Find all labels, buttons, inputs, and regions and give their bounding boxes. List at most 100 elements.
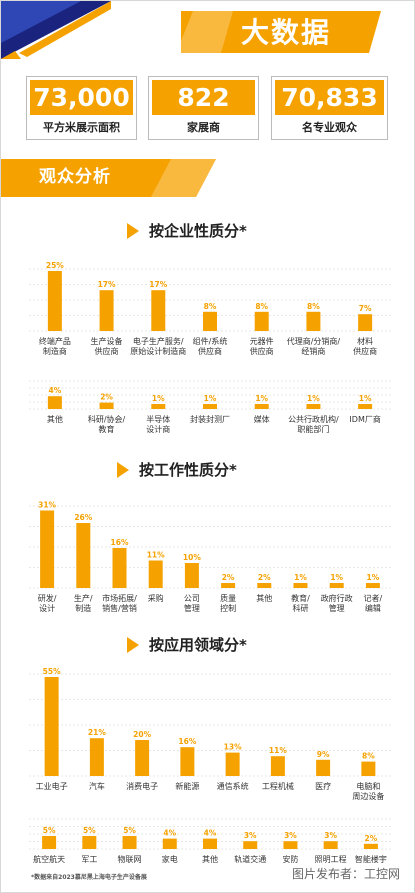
data-label: 3% [284,831,297,840]
category-label: 航空航天 [33,855,66,864]
bar [329,583,344,588]
category-label: 生产/制造 [73,594,93,613]
bar [306,311,321,331]
triangle-icon [127,223,139,239]
data-label: 4% [163,829,176,838]
bar [270,756,285,776]
stat-value: 73,000 [30,80,133,115]
category-label: 科研/协会/教育 [87,415,126,434]
stat-exhibitors: 822 家展商 [148,76,259,140]
data-label: 2% [222,573,235,582]
bar [257,583,272,588]
data-label: 1% [330,573,343,582]
data-label: 1% [307,394,320,403]
footnote: *数据来自2023慕尼黑上海电子生产设备展 [31,874,147,881]
data-label: 3% [244,831,257,840]
bar [254,311,269,331]
chart-svg: 31% 26% 16% 11% 10% 2% 2% 1% 1% 1% [29,501,391,589]
bar [203,311,217,331]
bar [82,836,97,849]
data-label: 16% [111,538,129,547]
bar [323,841,338,849]
category-label: 质量 控制 [220,594,237,613]
stat-value: 822 [152,80,255,115]
data-label: 11% [269,746,287,755]
category-label: 军工 [81,855,98,864]
bar [122,836,137,849]
stat-value: 70,833 [275,80,384,115]
data-label: 8% [362,752,375,761]
section-banner [1,159,216,197]
bar [180,747,195,776]
category-label: 工业电子 [35,782,68,791]
chart-application: 55% 21% 20% 16% 13% 11% 9% 8% 5% 5% 5% 4% 4% 3% 3% 3% 2%… [29,664,391,869]
bar [44,677,59,776]
bar [135,740,150,776]
data-label: 5% [43,826,56,835]
bar [112,548,127,588]
bar [293,583,308,588]
category-label: 组件/系统 供应商 [192,337,228,356]
category-label: 其他 [46,415,63,424]
data-label: 55% [43,667,61,676]
bar [283,841,298,849]
category-label: 采购 [147,594,164,603]
category-label: 消费电子 [126,782,159,791]
data-label: 16% [178,737,196,746]
bar [99,402,114,409]
bar [306,404,321,409]
category-label: 市场拓展/销售/营销 [102,594,137,613]
chart-svg: 25% 17% 17% 8% 8% 8% 7% 4% 2% 1% 1% 1% 1% 1% [29,261,391,410]
category-label: 电脑和 周边设备 [352,782,385,801]
data-label: 8% [204,302,217,311]
category-label: 智能楼宇 [354,855,387,864]
category-label: 生产设备 供应商 [90,337,123,356]
data-label: 17% [98,280,116,289]
bar [363,843,378,849]
chart-job-function: 31% 26% 16% 11% 10% 2% 2% 1% 1% 1% 研发/设计 生产/制造 市场拓展/… [29,496,391,616]
bar [89,738,104,776]
bar [40,510,55,588]
bar [42,836,57,849]
page-title: 大数据 [241,16,332,49]
category-label: 公司 管理 [183,594,200,613]
bar [316,759,331,776]
stat-label: 名专业观众 [302,121,357,134]
data-label: 5% [83,826,96,835]
bar [47,396,62,409]
data-label: 31% [38,501,56,510]
category-label: 教育/科研 [291,594,310,613]
data-label: 8% [255,302,268,311]
category-label: 其他 [201,855,218,864]
category-label: 轨道交通 [234,855,267,864]
chart-company-type: 25% 17% 17% 8% 8% 8% 7% 4% 2% 1% 1% 1% 1% 1% 终端产品 制造商 生产… [29,259,391,449]
category-label: 医疗 [315,782,332,791]
bar [225,752,240,776]
category-label: 半导体 设计商 [146,415,171,434]
data-label: 1% [294,573,307,582]
bar [162,838,177,849]
bar [184,563,199,588]
data-label: 2% [100,393,113,402]
data-label: 21% [88,728,106,737]
category-label: 新能源 [175,782,200,791]
data-label: 1% [255,394,268,403]
data-label: 10% [183,553,201,562]
category-label: 材料 供应商 [353,337,378,356]
category-label: IDM厂商 [349,415,381,424]
bar [358,404,373,409]
stat-label: 家展商 [187,121,220,134]
data-label: 4% [48,386,61,395]
data-label: 1% [152,394,165,403]
chart-title: 按企业性质分* [149,222,247,240]
category-label: 元器件 供应商 [249,337,274,356]
data-label: 9% [317,750,330,759]
category-label: 电子生产服务/原始设计制造商 [130,337,187,356]
data-label: 26% [74,513,92,522]
data-label: 20% [133,730,151,739]
triangle-icon [127,637,139,653]
category-label: 研发/设计 [37,594,57,613]
chart-title: 按工作性质分* [139,461,237,479]
stat-label: 平方米展示面积 [43,121,120,134]
stat-visitors: 70,833 名专业观众 [271,76,388,140]
